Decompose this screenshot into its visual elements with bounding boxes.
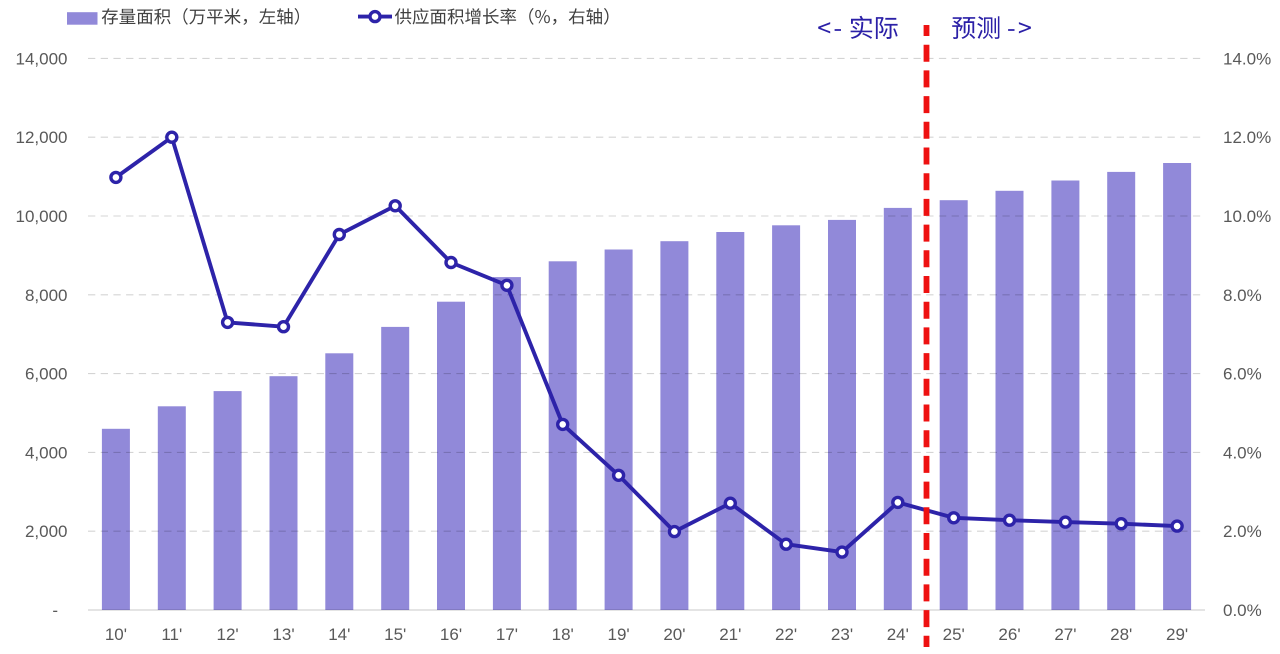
svg-text:2,000: 2,000 [25,522,68,541]
svg-text:6.0%: 6.0% [1223,365,1262,384]
svg-text:10.0%: 10.0% [1223,207,1271,226]
svg-text:29': 29' [1166,625,1188,644]
svg-text:14.0%: 14.0% [1223,49,1271,68]
svg-text:25': 25' [943,625,965,644]
svg-text:15': 15' [384,625,406,644]
svg-text:6,000: 6,000 [25,365,68,384]
svg-text:17': 17' [496,625,518,644]
svg-text:4.0%: 4.0% [1223,443,1262,462]
svg-text:13': 13' [272,625,294,644]
svg-text:10,000: 10,000 [16,207,68,226]
svg-text:26': 26' [998,625,1020,644]
svg-text:8,000: 8,000 [25,286,68,305]
svg-text:11': 11' [161,625,182,644]
svg-text:0.0%: 0.0% [1223,601,1262,620]
svg-text:20': 20' [663,625,685,644]
svg-text:10': 10' [105,625,127,644]
svg-text:8.0%: 8.0% [1223,286,1262,305]
svg-text:27': 27' [1054,625,1076,644]
svg-text:2.0%: 2.0% [1223,522,1262,541]
svg-text:19': 19' [608,625,630,644]
svg-text:24': 24' [887,625,909,644]
svg-text:21': 21' [719,625,741,644]
svg-text:12,000: 12,000 [16,128,68,147]
svg-text:12': 12' [217,625,239,644]
svg-text:28': 28' [1110,625,1132,644]
svg-text:18': 18' [552,625,574,644]
svg-text:12.0%: 12.0% [1223,128,1271,147]
svg-text:4,000: 4,000 [25,443,68,462]
svg-text:-: - [52,601,58,620]
svg-text:22': 22' [775,625,797,644]
svg-text:14,000: 14,000 [16,49,68,68]
svg-text:23': 23' [831,625,853,644]
svg-text:16': 16' [440,625,462,644]
svg-text:14': 14' [328,625,350,644]
